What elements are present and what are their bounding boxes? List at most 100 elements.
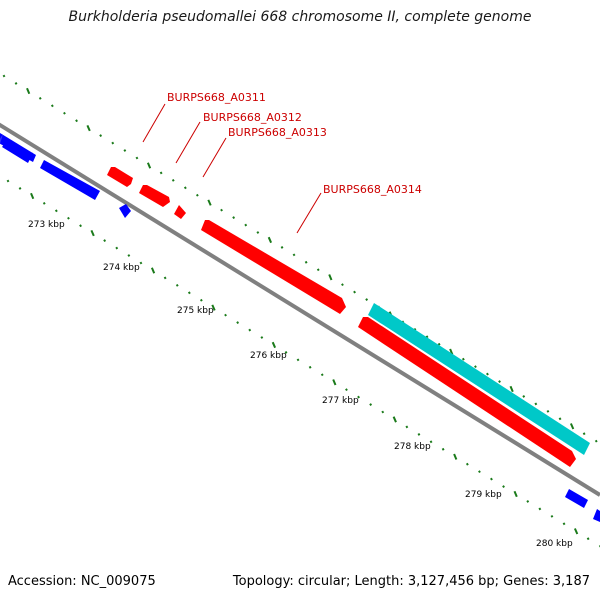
minor-tick (63, 111, 66, 115)
minor-tick (522, 395, 526, 398)
minor-tick (38, 96, 42, 100)
major-tick (328, 274, 333, 281)
inner-tick-ring (6, 179, 600, 548)
minor-tick (14, 82, 18, 85)
tick-label-280: 280 kbp (536, 539, 573, 549)
tick-label-279: 279 kbp (465, 490, 502, 500)
minor-tick (558, 417, 562, 421)
minor-tick (248, 328, 252, 332)
tick-label-273: 273 kbp (28, 220, 65, 230)
minor-tick (187, 291, 191, 295)
major-tick (392, 416, 397, 423)
map-title: Burkholderia pseudomallei 668 chromosome… (68, 9, 532, 25)
leader-line-a0313 (202, 137, 227, 178)
minor-tick (18, 187, 22, 190)
major-tick (271, 341, 277, 349)
gene-blue-4[interactable] (119, 204, 131, 218)
minor-tick (260, 336, 264, 339)
minor-tick (498, 380, 501, 383)
leader-line-a0311 (142, 103, 166, 143)
gene-blue-2[interactable] (2, 139, 33, 163)
major-tick (26, 87, 31, 95)
tick-label-277: 277 kbp (322, 396, 359, 406)
minor-tick (220, 208, 223, 212)
minor-tick (232, 216, 236, 220)
major-tick (453, 453, 458, 460)
minor-tick (594, 439, 598, 443)
gene-label-a0311: BURPS668_A0311 (167, 91, 266, 104)
gene-burps668-a0313[interactable] (174, 205, 186, 219)
gene-burps668-a0314[interactable] (201, 220, 346, 314)
major-tick (150, 267, 156, 274)
minor-tick (429, 440, 433, 444)
minor-tick (357, 395, 360, 399)
genome-summary-text: Topology: circular; Length: 3,127,456 bp… (232, 574, 590, 589)
minor-tick (103, 239, 107, 243)
feature-bar-cyan[interactable] (368, 303, 590, 455)
tick-label-275: 275 kbp (177, 306, 214, 316)
major-tick (569, 423, 575, 430)
minor-tick (236, 321, 240, 325)
minor-tick (284, 350, 288, 354)
minor-tick (425, 335, 429, 339)
gene-blue-5[interactable] (565, 489, 588, 508)
minor-tick (550, 514, 554, 518)
gene-burps668-a0312[interactable] (139, 185, 170, 207)
major-tick (332, 379, 337, 386)
minor-tick (320, 373, 324, 377)
major-tick (509, 385, 514, 393)
minor-tick (538, 507, 542, 511)
minor-tick (308, 365, 312, 369)
minor-tick (256, 231, 260, 234)
minor-tick (562, 522, 566, 526)
minor-tick (304, 260, 308, 264)
minor-tick (54, 209, 58, 213)
gene-label-a0313: BURPS668_A0313 (228, 126, 327, 139)
minor-tick (195, 193, 199, 197)
minor-tick (2, 74, 6, 78)
minor-tick (405, 425, 409, 429)
minor-tick (123, 149, 127, 152)
leader-line-a0314 (296, 192, 322, 234)
major-tick (211, 304, 216, 311)
minor-tick (75, 119, 78, 123)
major-tick (207, 199, 212, 206)
leader-line-a0312 (175, 121, 201, 164)
minor-tick (127, 254, 131, 257)
minor-tick (244, 223, 248, 227)
minor-tick (175, 283, 179, 287)
gene-label-a0312: BURPS668_A0312 (203, 111, 302, 124)
minor-tick (135, 156, 139, 160)
minor-tick (369, 403, 373, 406)
minor-tick (586, 537, 590, 541)
gene-burps668-a0311[interactable] (107, 167, 133, 187)
minor-tick (546, 409, 550, 413)
gene-blue-6[interactable] (593, 509, 600, 522)
minor-tick (502, 485, 505, 488)
major-tick (573, 528, 579, 535)
minor-tick (465, 462, 469, 466)
outer-tick-ring (2, 74, 598, 443)
minor-tick (99, 134, 103, 138)
minor-tick (292, 253, 296, 257)
minor-tick (111, 141, 115, 145)
minor-tick (115, 246, 119, 250)
minor-tick (139, 261, 143, 265)
minor-tick (365, 298, 369, 301)
minor-tick (316, 268, 320, 272)
gene-blue-3[interactable] (40, 160, 100, 200)
minor-tick (526, 500, 530, 503)
major-tick (267, 236, 273, 244)
major-tick (30, 192, 35, 200)
minor-tick (437, 342, 441, 346)
minor-tick (50, 104, 54, 108)
gene-red-large[interactable] (358, 317, 576, 467)
minor-tick (79, 224, 82, 228)
chromosome-backbone (0, 122, 600, 497)
minor-tick (280, 245, 284, 249)
major-tick (86, 125, 91, 132)
minor-tick (163, 276, 167, 280)
minor-tick (6, 179, 10, 183)
